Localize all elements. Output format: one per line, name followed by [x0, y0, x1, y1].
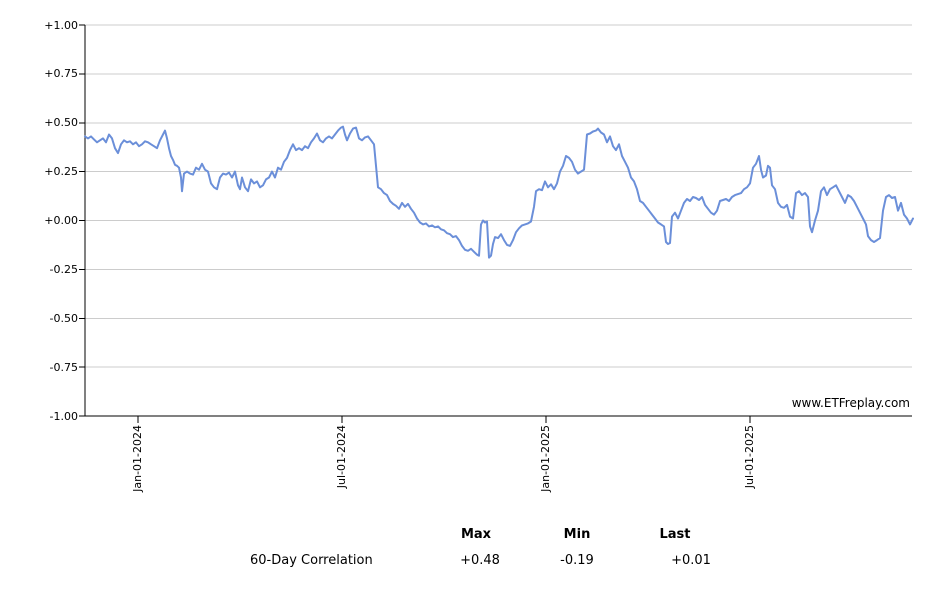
- correlation-line-chart: [79, 24, 914, 423]
- stats-value-last: +0.01: [671, 553, 711, 568]
- x-axis-label: Jan-01-2025: [539, 425, 552, 492]
- y-axis-label: +0.75: [44, 67, 78, 81]
- y-axis-label: -0.75: [49, 360, 78, 374]
- stats-value-max: +0.48: [460, 553, 500, 568]
- y-axis-label: -0.25: [49, 262, 78, 276]
- y-axis-label: +0.25: [44, 165, 78, 179]
- stats-header-min: Min: [563, 527, 591, 542]
- stats-header-last: Last: [659, 527, 691, 542]
- stats-header-max: Max: [460, 527, 492, 542]
- y-axis-label: -1.00: [49, 409, 78, 423]
- y-axis-label: +0.50: [44, 116, 78, 130]
- stats-row-label: 60-Day Correlation: [250, 553, 373, 568]
- y-axis-label: -0.50: [49, 311, 78, 325]
- x-axis-label: Jul-01-2025: [743, 425, 756, 489]
- correlation-series-line: [84, 125, 914, 259]
- y-axis-label: +1.00: [44, 18, 78, 32]
- y-axis-label: +0.00: [44, 214, 78, 227]
- x-axis-label: Jan-01-2024: [131, 425, 144, 492]
- stats-value-min: -0.19: [560, 553, 594, 568]
- x-axis-label: Jul-01-2024: [335, 425, 348, 489]
- etfreplay-watermark: www.ETFreplay.com: [791, 396, 910, 410]
